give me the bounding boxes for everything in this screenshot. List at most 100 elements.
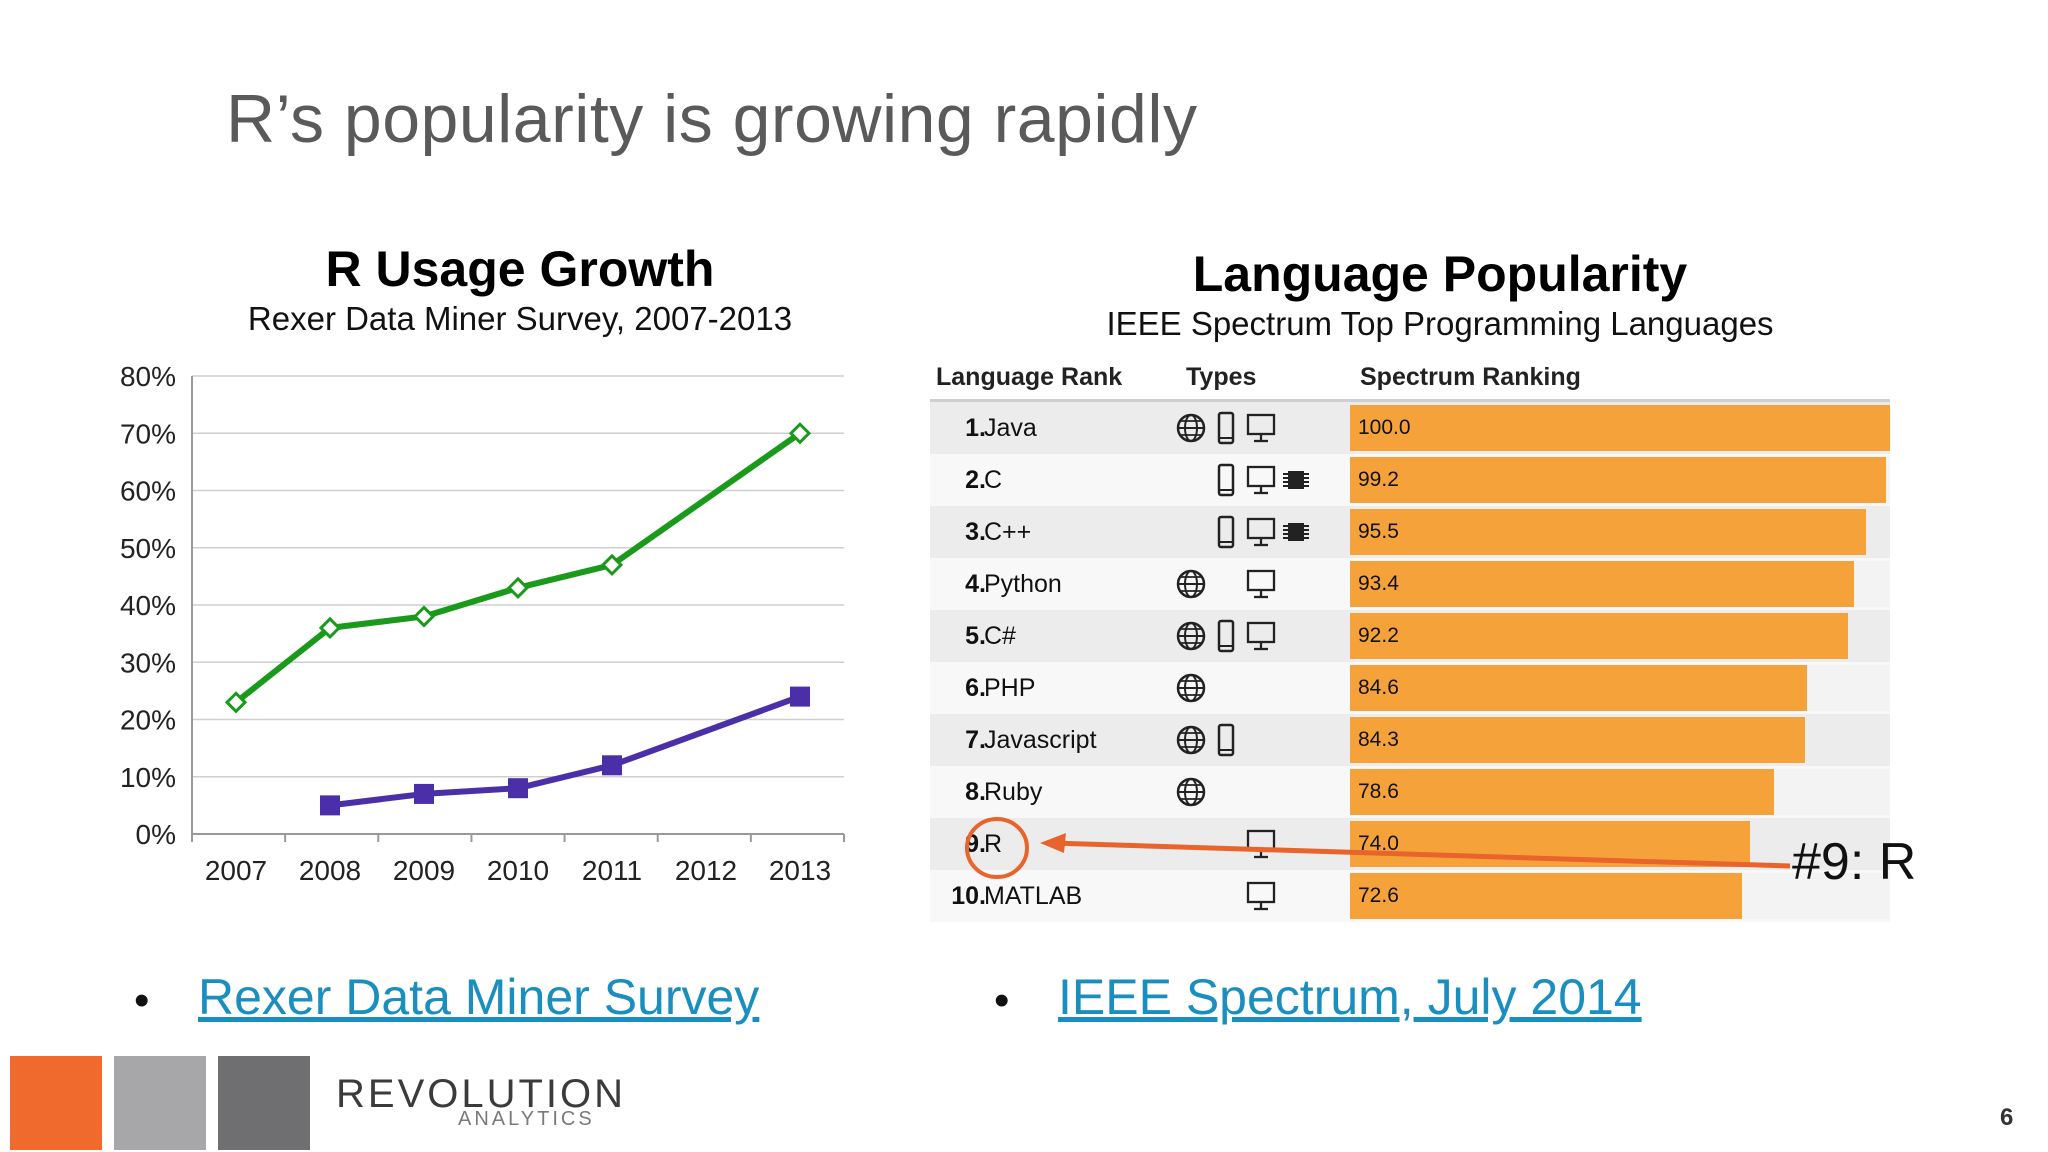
ranking-bar [1350, 665, 1807, 711]
language-types [1175, 775, 1285, 809]
annotation-label: #9: R [1792, 833, 1917, 891]
mobile-icon [1210, 723, 1242, 757]
usage-chart-title: R Usage Growth [325, 241, 715, 297]
ranking-bar-track: 99.2 [1350, 457, 1890, 503]
series-1-line [234, 430, 802, 705]
column-header-rank: Language Rank [936, 363, 1123, 391]
y-tick-label: 80% [120, 361, 176, 392]
ranking-bar [1350, 405, 1890, 451]
series-1-point [412, 605, 436, 628]
ranking-bar [1350, 769, 1775, 815]
x-tick-label: 2009 [393, 855, 455, 886]
language-name: C# [984, 622, 1016, 650]
desktop-icon [1245, 619, 1277, 653]
embedded-icon [1280, 515, 1312, 549]
ranking-bar [1350, 509, 1866, 555]
table-header: Language Rank Types Spectrum Ranking [930, 355, 1890, 402]
analytics-logo-subtitle: ANALYTICS [458, 1108, 595, 1130]
ranking-bar [1350, 457, 1886, 503]
y-tick-label: 60% [120, 476, 176, 507]
x-tick-label: 2012 [675, 855, 737, 886]
table-row: 6. PHP 84.6 [930, 662, 1890, 714]
series-2-point [508, 778, 528, 799]
table-row: 1. Java 100.0 [930, 402, 1890, 454]
rexer-survey-link[interactable]: Rexer Data Miner Survey [198, 969, 760, 1025]
language-types [1175, 827, 1285, 861]
language-name: MATLAB [984, 882, 1083, 910]
popularity-table-title: Language Popularity [1192, 246, 1688, 302]
rank-number: 5. [965, 622, 986, 650]
series-1-point [318, 616, 342, 640]
table-row: 2. C 99.2 [930, 454, 1890, 506]
ranking-value: 78.6 [1358, 780, 1399, 803]
desktop-icon [1245, 463, 1277, 497]
ranking-value: 84.6 [1358, 676, 1399, 699]
ranking-bar [1350, 821, 1750, 867]
table-row: 3. C++ 95.5 [930, 506, 1890, 558]
language-types [1175, 515, 1309, 549]
ranking-bar [1350, 873, 1743, 919]
table-row: 10. MATLAB 72.6 [930, 870, 1890, 922]
language-types [1175, 723, 1285, 757]
language-name: C++ [984, 518, 1032, 546]
web-icon [1175, 567, 1207, 601]
column-header-types: Types [1186, 363, 1257, 391]
table-body: 1. Java 100.0 2. C 99.2 3. C++ 95.5 4. Python 93.4 5… [930, 402, 1890, 922]
x-tick-label: 2007 [205, 855, 267, 886]
table-row: 4. Python 93.4 [930, 558, 1890, 610]
ranking-value: 92.2 [1358, 624, 1399, 647]
series-2-point [790, 686, 810, 707]
ranking-value: 72.6 [1358, 884, 1399, 907]
y-tick-label: 10% [120, 762, 176, 793]
ranking-bar-track: 78.6 [1350, 769, 1890, 815]
rank-number: 9. [965, 830, 986, 858]
table-row: 8. Ruby 78.6 [930, 766, 1890, 818]
mobile-icon [1210, 411, 1242, 445]
desktop-icon [1245, 827, 1277, 861]
ranking-bar [1350, 717, 1806, 763]
desktop-icon [1245, 567, 1277, 601]
language-name: Python [984, 570, 1062, 598]
ranking-value: 84.3 [1358, 728, 1399, 751]
usage-growth-line-chart: 0% 10% 20% 30% 40% 50% 60% 70% 80% 2007 2008 2009 20… [120, 361, 845, 886]
ranking-value: 99.2 [1358, 468, 1399, 491]
footer-square-dark-gray [218, 1056, 310, 1150]
web-icon [1175, 775, 1207, 809]
rank-number: 6. [965, 674, 986, 702]
x-tick-label: 2008 [299, 855, 361, 886]
rank-number: 7. [965, 726, 986, 754]
ranking-value: 95.5 [1358, 520, 1399, 543]
language-types [1175, 567, 1285, 601]
table-row: 7. Javascript 84.3 [930, 714, 1890, 766]
ranking-value: 100.0 [1358, 416, 1411, 439]
ranking-value: 74.0 [1358, 832, 1399, 855]
table-row: 5. C# 92.2 [930, 610, 1890, 662]
language-name: R [984, 830, 1003, 858]
series-2-line [329, 693, 802, 809]
ranking-bar-track: 72.6 [1350, 873, 1890, 919]
bullet-dot: • [134, 976, 150, 1025]
mobile-icon [1210, 619, 1242, 653]
popularity-table-subtitle: IEEE Spectrum Top Programming Languages [1106, 305, 1774, 342]
ieee-spectrum-link[interactable]: IEEE Spectrum, July 2014 [1058, 969, 1642, 1025]
ranking-bar-track: 95.5 [1350, 509, 1890, 555]
series-1-point [506, 576, 530, 599]
series-2-point [414, 783, 434, 804]
embedded-icon [1280, 463, 1312, 497]
ranking-value: 93.4 [1358, 572, 1399, 595]
language-types [1175, 619, 1285, 653]
x-tick-label: 2011 [582, 855, 642, 886]
mobile-icon [1210, 515, 1242, 549]
desktop-icon [1245, 411, 1277, 445]
desktop-icon [1245, 515, 1277, 549]
ranking-bar-track: 92.2 [1350, 613, 1890, 659]
web-icon [1175, 671, 1207, 705]
y-tick-label: 70% [120, 418, 176, 449]
rank-number: 2. [965, 466, 986, 494]
rank-number: 8. [965, 778, 986, 806]
footer-square-light-gray [114, 1056, 206, 1150]
x-tick-label: 2013 [769, 855, 831, 886]
rank-number: 4. [965, 570, 986, 598]
language-types [1175, 671, 1285, 705]
series-1-point [600, 553, 624, 577]
